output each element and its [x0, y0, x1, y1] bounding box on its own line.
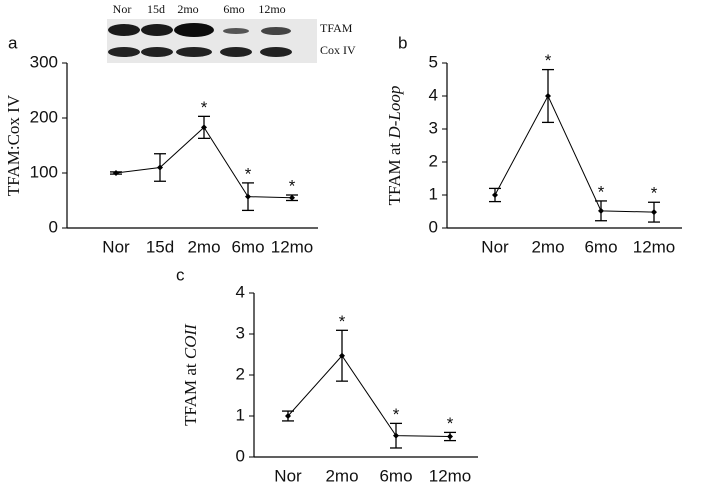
data-point — [285, 413, 291, 419]
y-tick-label: 4 — [236, 282, 245, 301]
x-tick-label: 12mo — [633, 237, 676, 256]
x-tick-label: 12mo — [429, 466, 472, 485]
x-tick-label: 15d — [146, 237, 174, 256]
blot-band — [141, 24, 173, 36]
x-tick-label: 2mo — [531, 237, 564, 256]
lane-label: Nor — [113, 2, 132, 16]
blot-band — [260, 47, 292, 57]
data-point — [447, 433, 453, 440]
panel-label: b — [398, 33, 407, 52]
panel-label: c — [176, 265, 185, 284]
y-tick-label: 0 — [49, 217, 58, 236]
x-tick-label: Nor — [481, 237, 509, 256]
significance-marker: * — [598, 182, 605, 201]
x-tick-label: Nor — [274, 466, 302, 485]
y-tick-label: 200 — [30, 107, 58, 126]
significance-marker: * — [201, 98, 208, 117]
data-point — [598, 207, 604, 214]
lane-label: 2mo — [177, 2, 198, 16]
y-axis-label-text: TFAM at — [181, 363, 200, 426]
data-line — [287, 354, 451, 437]
x-tick-label: 12mo — [271, 237, 314, 256]
blot-band — [176, 47, 212, 57]
blot-band — [220, 47, 252, 57]
y-axis-label: TFAM:Cox IV — [4, 94, 23, 196]
y-axis-label: TFAM at D-Loop — [385, 86, 404, 206]
significance-marker: * — [651, 184, 658, 203]
y-tick-label: 1 — [429, 184, 438, 203]
significance-marker: * — [339, 312, 346, 331]
y-tick-label: 0 — [236, 446, 245, 465]
band-label: TFAM — [320, 21, 353, 35]
x-tick-label: Nor — [102, 237, 130, 256]
y-axis-label-italic: COII — [181, 323, 200, 359]
blot-band — [141, 47, 173, 57]
blot-band — [261, 27, 291, 35]
significance-marker: * — [245, 164, 252, 183]
data-line — [494, 94, 655, 213]
y-tick-label: 100 — [30, 162, 58, 181]
lane-label: 12mo — [258, 2, 285, 16]
data-point — [339, 352, 345, 359]
x-tick-label: 6mo — [584, 237, 617, 256]
panel-label: a — [8, 33, 18, 52]
x-tick-label: 2mo — [325, 466, 358, 485]
data-point — [245, 193, 251, 200]
blot-band — [108, 24, 140, 36]
y-axis-label-text: TFAM at — [385, 143, 404, 206]
y-tick-label: 3 — [429, 118, 438, 137]
data-point — [201, 124, 207, 131]
lane-label: 6mo — [223, 2, 244, 16]
lane-label: 15d — [147, 2, 165, 16]
data-point — [492, 192, 498, 198]
x-tick-label: 2mo — [187, 237, 220, 256]
band-label: Cox IV — [320, 43, 356, 57]
y-tick-label: 0 — [429, 217, 438, 236]
data-point — [393, 432, 399, 439]
y-axis-label-italic: D-Loop — [385, 86, 404, 140]
data-point — [289, 194, 295, 201]
x-tick-label: 6mo — [379, 466, 412, 485]
blot-band — [223, 28, 249, 34]
western-blot: Nor 15d 2mo 6mo 12mo TFAM Cox IV — [107, 2, 356, 63]
y-tick-label: 2 — [429, 151, 438, 170]
significance-marker: * — [447, 414, 454, 433]
y-tick-label: 4 — [429, 85, 438, 104]
x-tick-label: 6mo — [231, 237, 264, 256]
y-tick-label: 1 — [236, 405, 245, 424]
y-axis-label: TFAM at COII — [181, 323, 200, 426]
significance-marker: * — [393, 405, 400, 424]
y-tick-label: 5 — [429, 52, 438, 71]
y-axis-label-text: TFAM:Cox IV — [4, 94, 23, 196]
y-tick-label: 300 — [30, 52, 58, 71]
y-tick-label: 2 — [236, 364, 245, 383]
y-tick-label: 3 — [236, 323, 245, 342]
data-point — [545, 93, 551, 99]
data-point — [157, 164, 163, 171]
blot-band — [108, 47, 140, 57]
data-point — [113, 170, 119, 176]
data-point — [651, 209, 657, 216]
significance-marker: * — [289, 176, 296, 195]
significance-marker: * — [545, 51, 552, 70]
blot-band — [174, 23, 214, 37]
blot-background — [107, 19, 317, 63]
